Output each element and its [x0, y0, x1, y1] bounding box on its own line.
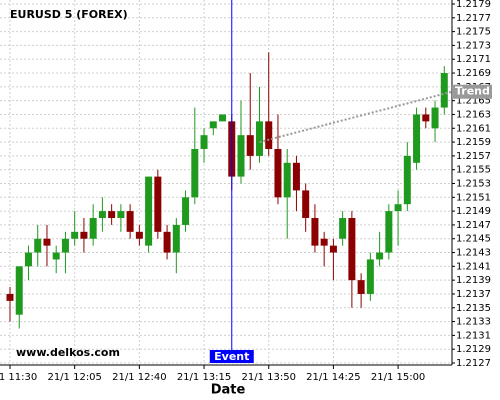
- y-tick-label: 1.2155: [456, 165, 491, 176]
- candle-body: [209, 121, 217, 129]
- y-tick-label: 1.2145: [456, 234, 491, 245]
- y-tick-label: 1.2133: [456, 317, 491, 328]
- candle-body: [71, 231, 79, 239]
- candle-body: [329, 245, 337, 253]
- y-tick-label: 1.2163: [456, 109, 491, 120]
- candle-body: [108, 211, 116, 219]
- candle-body: [366, 259, 374, 294]
- candle-body: [431, 107, 439, 129]
- y-tick-label: 1.2131: [456, 330, 491, 341]
- candle-body: [339, 218, 347, 239]
- candle-body: [357, 280, 365, 294]
- candle-body: [34, 238, 42, 253]
- candle-body: [403, 155, 411, 205]
- y-tick-label: 1.2177: [456, 13, 491, 24]
- trend-line: [259, 90, 453, 144]
- y-tick-label: 1.2141: [456, 261, 491, 272]
- grid: [0, 0, 452, 364]
- candle-body: [182, 197, 190, 225]
- marks: [6, 52, 448, 329]
- y-tick-label: 1.2135: [456, 303, 491, 314]
- candle-body: [163, 231, 171, 253]
- candle-body: [154, 176, 162, 232]
- candle-body: [348, 218, 356, 281]
- candle-body: [200, 135, 208, 149]
- candle-body: [117, 211, 125, 219]
- candle-body: [394, 204, 402, 212]
- candle-body: [61, 238, 69, 253]
- y-tick-label: 1.2139: [456, 275, 491, 286]
- x-tick-label: 21/1 14:25: [306, 372, 360, 383]
- candle-body: [43, 238, 51, 246]
- x-tick-label: 21/1 12:05: [47, 372, 101, 383]
- candle-body: [24, 252, 32, 267]
- candle-body: [135, 231, 143, 239]
- candle-body: [246, 135, 254, 156]
- candle-body: [6, 293, 14, 301]
- candle-body: [219, 114, 227, 122]
- candle-body: [191, 148, 199, 198]
- candle-body: [376, 252, 384, 260]
- candle-body: [292, 162, 300, 191]
- candle-body: [265, 121, 273, 149]
- y-tick-label: 1.2147: [456, 220, 491, 231]
- y-tick-label: 1.2169: [456, 68, 491, 79]
- event-label-box: [209, 350, 254, 363]
- y-tick-label: 1.2157: [456, 151, 491, 162]
- y-tick-label: 1.2175: [456, 27, 491, 38]
- candle-body: [385, 211, 393, 253]
- candle-body: [283, 162, 291, 198]
- x-tick-label: 21/1 13:50: [241, 372, 295, 383]
- candle-body: [145, 176, 153, 246]
- y-tick-label: 1.2161: [456, 123, 491, 134]
- candle-body: [422, 114, 430, 122]
- candle-body: [440, 73, 448, 108]
- y-tick-label: 1.2143: [456, 248, 491, 259]
- x-tick-label: 21/1 15:00: [371, 372, 425, 383]
- y-tick-label: 1.2151: [456, 192, 491, 203]
- candle-body: [320, 238, 328, 246]
- y-tick-label: 1.2179: [456, 0, 491, 10]
- candle-body: [80, 231, 88, 239]
- candle-body: [274, 148, 282, 198]
- candle-body: [255, 121, 263, 156]
- trend-label: Trend: [455, 85, 490, 98]
- y-tick-label: 1.2173: [456, 40, 491, 51]
- candle-body: [413, 114, 421, 163]
- candle-body: [98, 211, 106, 219]
- x-tick-label: 21/1 13:15: [177, 372, 231, 383]
- y-tick-label: 1.2159: [456, 137, 491, 148]
- y-tick-label: 1.2165: [456, 96, 491, 107]
- y-tick-label: 1.2137: [456, 289, 491, 300]
- trend-label-box: [452, 84, 492, 99]
- candle-body: [302, 190, 310, 219]
- y-tick-label: 1.2127: [456, 358, 491, 369]
- y-tick-label: 1.2153: [456, 179, 491, 190]
- x-tick-label: 21/1 12:40: [112, 372, 166, 383]
- candle-body: [89, 218, 97, 239]
- candle-body: [126, 211, 134, 232]
- x-tick-label: 21/1 11:30: [0, 372, 37, 383]
- candle-body: [15, 266, 23, 315]
- y-tick-label: 1.2129: [456, 344, 491, 355]
- y-tick-label: 1.2171: [456, 54, 491, 65]
- watermark: www.delkos.com: [16, 346, 120, 359]
- candle-body: [52, 252, 60, 260]
- candle-body: [311, 218, 319, 246]
- candle-body: [172, 224, 180, 253]
- y-tick-label: 1.2149: [456, 206, 491, 217]
- event-label: Event: [214, 350, 249, 363]
- chart-title: EURUSD 5 (FOREX): [10, 8, 128, 21]
- candle-body: [237, 135, 245, 177]
- x-axis-label: Date: [211, 383, 246, 398]
